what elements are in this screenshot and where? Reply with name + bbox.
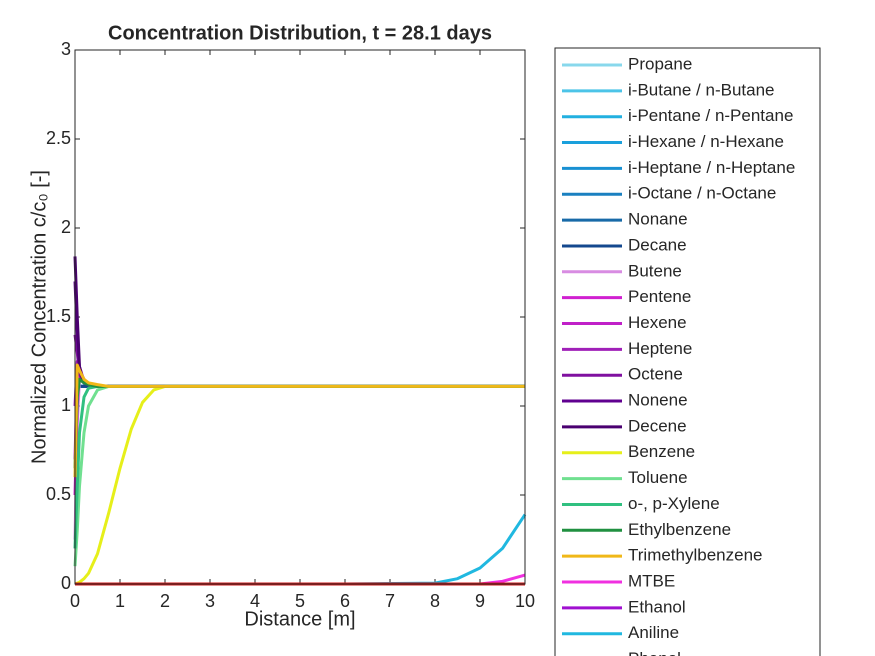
legend-label: Octene <box>628 365 683 384</box>
y-tick-label: 1 <box>61 395 71 415</box>
y-tick-label: 0 <box>61 573 71 593</box>
y-tick-label: 2 <box>61 217 71 237</box>
legend-label: Trimethylbenzene <box>628 546 763 565</box>
x-tick-label: 5 <box>295 591 305 611</box>
legend-label: Ethanol <box>628 597 686 616</box>
chart-title: Concentration Distribution, t = 28.1 day… <box>108 22 492 44</box>
y-tick-label: 2.5 <box>46 128 71 148</box>
legend-label: Propane <box>628 54 692 73</box>
legend-label: Decene <box>628 416 687 435</box>
x-tick-label: 8 <box>430 591 440 611</box>
legend-label: Aniline <box>628 623 679 642</box>
series-line <box>73 363 525 478</box>
plot-area <box>75 50 525 584</box>
x-tick-label: 10 <box>515 591 535 611</box>
legend-label: Benzene <box>628 442 695 461</box>
legend-label: MTBE <box>628 571 675 590</box>
x-axis-label: Distance [m] <box>244 608 355 630</box>
x-tick-label: 7 <box>385 591 395 611</box>
y-axis-label: Normalized Concentration c/c₀ [-] <box>28 170 50 464</box>
y-tick-label: 0.5 <box>46 484 71 504</box>
x-tick-label: 3 <box>205 591 215 611</box>
x-tick-label: 2 <box>160 591 170 611</box>
y-tick-label: 1.5 <box>46 306 71 326</box>
legend-label: Phenol <box>628 649 681 656</box>
legend-label: Butene <box>628 261 682 280</box>
legend-label: Nonane <box>628 210 688 229</box>
x-tick-label: 1 <box>115 591 125 611</box>
legend-label: Nonene <box>628 391 688 410</box>
legend-label: Toluene <box>628 468 688 487</box>
legend-label: i-Butane / n-Butane <box>628 80 774 99</box>
axes-box <box>74 49 526 585</box>
legend-label: i-Hexane / n-Hexane <box>628 132 784 151</box>
legend-label: i-Heptane / n-Heptane <box>628 158 795 177</box>
legend-label: i-Octane / n-Octane <box>628 184 776 203</box>
x-tick-label: 6 <box>340 591 350 611</box>
x-tick-label: 9 <box>475 591 485 611</box>
y-tick-label: 3 <box>61 39 71 59</box>
x-tick-label: 0 <box>70 591 80 611</box>
legend-label: Ethylbenzene <box>628 520 731 539</box>
x-tick-label: 4 <box>250 591 260 611</box>
legend-label: Pentene <box>628 287 691 306</box>
legend-label: Hexene <box>628 313 687 332</box>
legend-label: o-, p-Xylene <box>628 494 720 513</box>
legend-label: Decane <box>628 235 687 254</box>
legend-label: Heptene <box>628 339 692 358</box>
legend-label: i-Pentane / n-Pentane <box>628 106 793 125</box>
